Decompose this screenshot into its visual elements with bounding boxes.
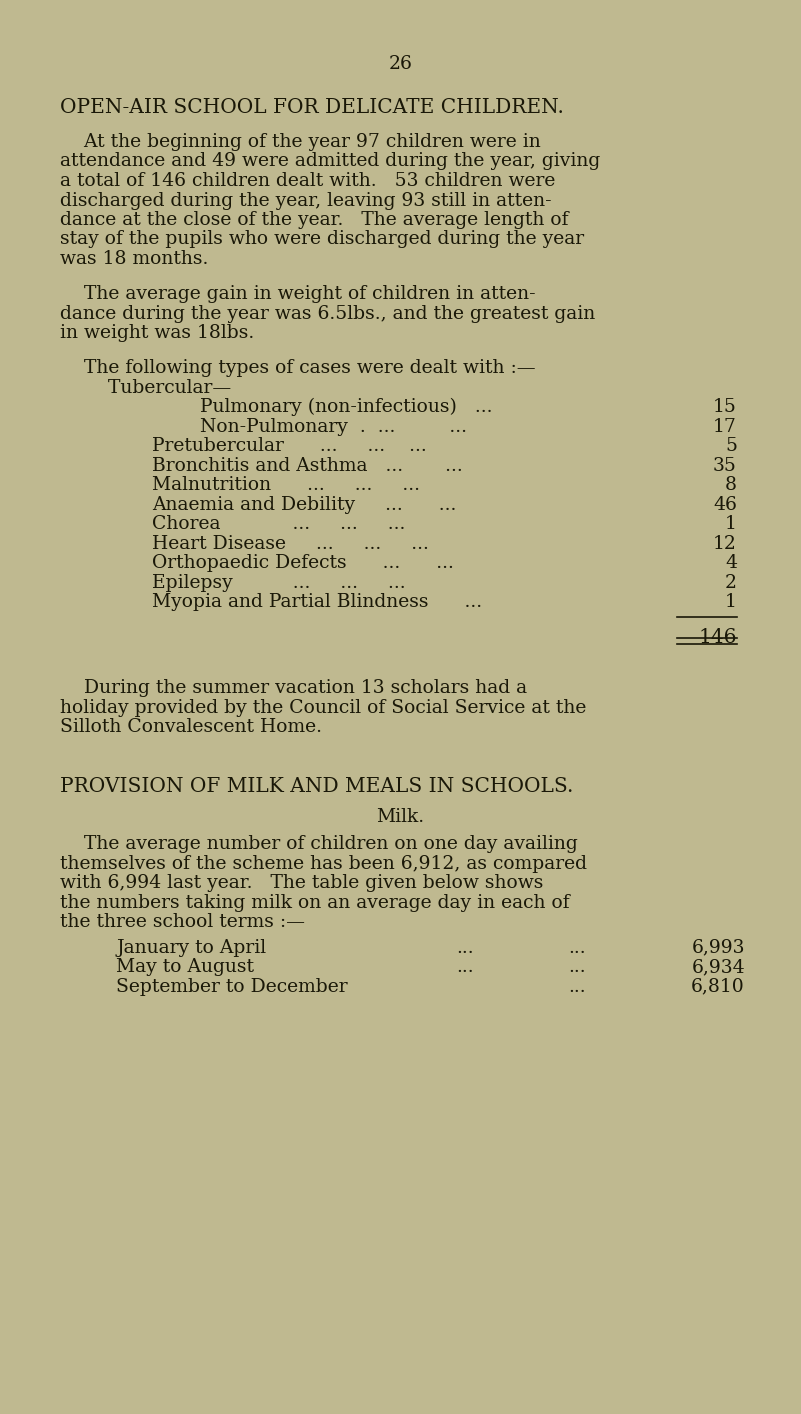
Text: the numbers taking milk on an average day in each of: the numbers taking milk on an average da… xyxy=(60,894,570,912)
Text: The average number of children on one day availing: The average number of children on one da… xyxy=(60,836,578,853)
Text: 6,993: 6,993 xyxy=(691,939,745,957)
Text: 5: 5 xyxy=(725,437,737,455)
Text: Heart Disease     ...     ...     ...: Heart Disease ... ... ... xyxy=(152,534,429,553)
Text: 2: 2 xyxy=(725,574,737,591)
Text: was 18 months.: was 18 months. xyxy=(60,250,208,269)
Text: 26: 26 xyxy=(388,55,413,74)
Text: OPEN-AIR SCHOOL FOR DELICATE CHILDREN.: OPEN-AIR SCHOOL FOR DELICATE CHILDREN. xyxy=(60,98,564,117)
Text: dance at the close of the year.   The average length of: dance at the close of the year. The aver… xyxy=(60,211,569,229)
Text: September to December: September to December xyxy=(116,977,348,995)
Text: a total of 146 children dealt with.   53 children were: a total of 146 children dealt with. 53 c… xyxy=(60,173,555,189)
Text: themselves of the scheme has been 6,912, as compared: themselves of the scheme has been 6,912,… xyxy=(60,854,587,872)
Text: ...: ... xyxy=(568,977,586,995)
Text: During the summer vacation 13 scholars had a: During the summer vacation 13 scholars h… xyxy=(60,679,527,697)
Text: 6,810: 6,810 xyxy=(691,977,745,995)
Text: 15: 15 xyxy=(713,399,737,416)
Text: 8: 8 xyxy=(725,477,737,495)
Text: 6,934: 6,934 xyxy=(691,959,745,976)
Text: in weight was 18lbs.: in weight was 18lbs. xyxy=(60,324,255,342)
Text: Pretubercular      ...     ...    ...: Pretubercular ... ... ... xyxy=(152,437,427,455)
Text: Pulmonary (non-infectious)   ...: Pulmonary (non-infectious) ... xyxy=(200,399,493,417)
Text: Milk.: Milk. xyxy=(376,807,425,826)
Text: The following types of cases were dealt with :—: The following types of cases were dealt … xyxy=(60,359,536,378)
Text: ...: ... xyxy=(568,939,586,957)
Text: Myopia and Partial Blindness      ...: Myopia and Partial Blindness ... xyxy=(152,594,482,611)
Text: 35: 35 xyxy=(713,457,737,475)
Text: discharged during the year, leaving 93 still in atten-: discharged during the year, leaving 93 s… xyxy=(60,191,552,209)
Text: 12: 12 xyxy=(713,534,737,553)
Text: ...: ... xyxy=(456,939,473,957)
Text: attendance and 49 were admitted during the year, giving: attendance and 49 were admitted during t… xyxy=(60,153,600,171)
Text: Orthopaedic Defects      ...      ...: Orthopaedic Defects ... ... xyxy=(152,554,454,573)
Text: Tubercular—: Tubercular— xyxy=(60,379,231,397)
Text: PROVISION OF MILK AND MEALS IN SCHOOLS.: PROVISION OF MILK AND MEALS IN SCHOOLS. xyxy=(60,776,574,796)
Text: ...: ... xyxy=(456,959,473,976)
Text: 146: 146 xyxy=(698,628,737,648)
Text: 17: 17 xyxy=(713,417,737,436)
Text: dance during the year was 6.5lbs., and the greatest gain: dance during the year was 6.5lbs., and t… xyxy=(60,304,595,322)
Text: with 6,994 last year.   The table given below shows: with 6,994 last year. The table given be… xyxy=(60,874,543,892)
Text: Malnutrition      ...     ...     ...: Malnutrition ... ... ... xyxy=(152,477,421,495)
Text: Bronchitis and Asthma   ...       ...: Bronchitis and Asthma ... ... xyxy=(152,457,463,475)
Text: the three school terms :—: the three school terms :— xyxy=(60,913,305,932)
Text: 1: 1 xyxy=(725,515,737,533)
Text: Silloth Convalescent Home.: Silloth Convalescent Home. xyxy=(60,718,322,737)
Text: holiday provided by the Council of Social Service at the: holiday provided by the Council of Socia… xyxy=(60,699,586,717)
Text: At the beginning of the year 97 children were in: At the beginning of the year 97 children… xyxy=(60,133,541,151)
Text: ...: ... xyxy=(568,959,586,976)
Text: 1: 1 xyxy=(725,594,737,611)
Text: stay of the pupils who were discharged during the year: stay of the pupils who were discharged d… xyxy=(60,230,584,249)
Text: Epilepsy          ...     ...     ...: Epilepsy ... ... ... xyxy=(152,574,406,591)
Text: The average gain in weight of children in atten-: The average gain in weight of children i… xyxy=(60,286,536,303)
Text: Chorea            ...     ...     ...: Chorea ... ... ... xyxy=(152,515,405,533)
Text: 46: 46 xyxy=(713,496,737,513)
Text: 4: 4 xyxy=(725,554,737,573)
Text: January to April: January to April xyxy=(116,939,266,957)
Text: Anaemia and Debility     ...      ...: Anaemia and Debility ... ... xyxy=(152,496,457,513)
Text: May to August: May to August xyxy=(116,959,254,976)
Text: Non-Pulmonary  .  ...         ...: Non-Pulmonary . ... ... xyxy=(200,417,467,436)
